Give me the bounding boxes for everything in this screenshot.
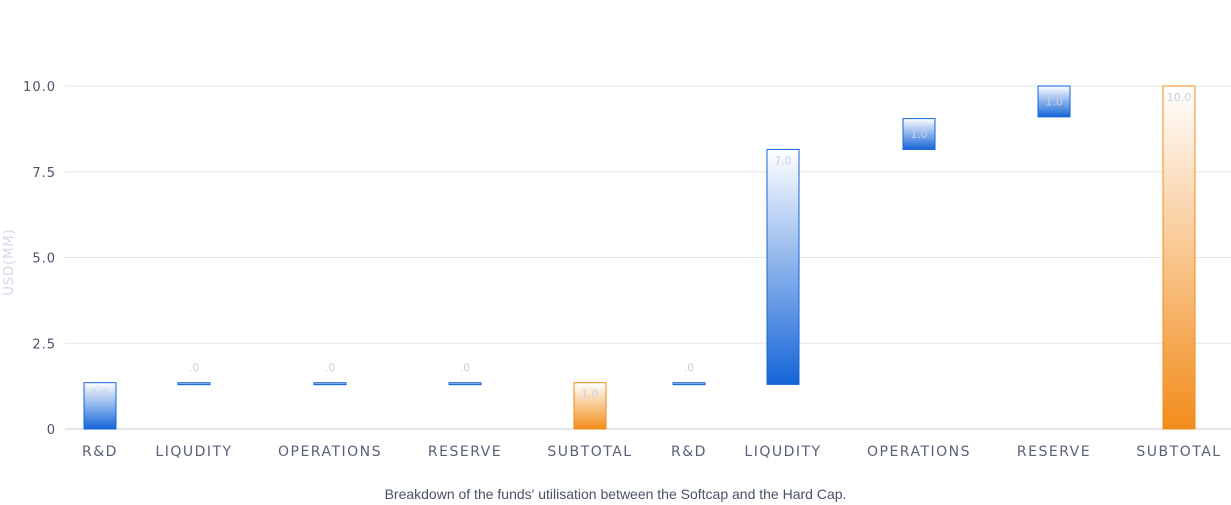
x-category-label: OPERATIONS xyxy=(867,444,971,460)
bar-value-label: .0 xyxy=(684,362,695,375)
x-category-label: R&D xyxy=(82,444,118,460)
bar-value-label: .0 xyxy=(460,362,471,375)
increment-bar xyxy=(83,382,117,430)
x-category-label: R&D xyxy=(671,444,707,460)
bar-value-label: 10.0 xyxy=(1167,91,1192,104)
x-category-label: OPERATIONS xyxy=(278,444,382,460)
y-tick-label: 0 xyxy=(47,423,56,438)
x-category-label: SUBTOTAL xyxy=(1136,444,1221,460)
x-category-label: RESERVE xyxy=(428,444,502,460)
increment-bar xyxy=(177,382,211,386)
y-tick-label: 5.0 xyxy=(32,252,56,267)
increment-bar xyxy=(672,382,706,386)
y-axis-ticks: 0 2.5 5.0 7.5 10.0 xyxy=(23,80,56,438)
y-axis-title: USD(MM) xyxy=(2,228,17,295)
y-tick-label: 10.0 xyxy=(23,80,56,95)
bar-value-label: 1.0 xyxy=(1045,95,1063,108)
bar-value-label: 1.0 xyxy=(910,128,928,141)
y-tick-label: 7.5 xyxy=(32,166,56,181)
bar-value-label: 1.0 xyxy=(581,388,599,401)
x-category-label: RESERVE xyxy=(1017,444,1091,460)
x-axis-categories: R&D LIQUDITY OPERATIONS RESERVE SUBTOTAL R&D L… xyxy=(82,444,1221,460)
grid-lines xyxy=(65,85,1231,430)
increment-bar xyxy=(766,148,800,385)
x-category-label: SUBTOTAL xyxy=(547,444,632,460)
y-tick-label: 2.5 xyxy=(32,337,56,352)
increment-bar xyxy=(448,382,482,386)
increment-bar xyxy=(313,382,347,386)
bar-value-label: .0 xyxy=(189,362,200,375)
bar-value-label: 7.0 xyxy=(774,154,792,167)
subtotal-bar xyxy=(573,382,607,430)
increment-bar xyxy=(902,118,936,150)
x-category-label: LIQUDITY xyxy=(155,444,232,460)
bars xyxy=(83,85,1196,430)
bar-value-label: .0 xyxy=(325,362,336,375)
chart-caption: Breakdown of the funds' utilisation betw… xyxy=(384,486,847,502)
bar-value-label: 1.0 xyxy=(91,388,109,401)
increment-bar xyxy=(1037,85,1071,118)
subtotal-bar xyxy=(1162,85,1196,430)
data-labels: 1.0 .0 .0 .0 1.0 .0 7.0 1.0 1.0 10.0 xyxy=(91,91,1191,401)
x-category-label: LIQUDITY xyxy=(744,444,821,460)
